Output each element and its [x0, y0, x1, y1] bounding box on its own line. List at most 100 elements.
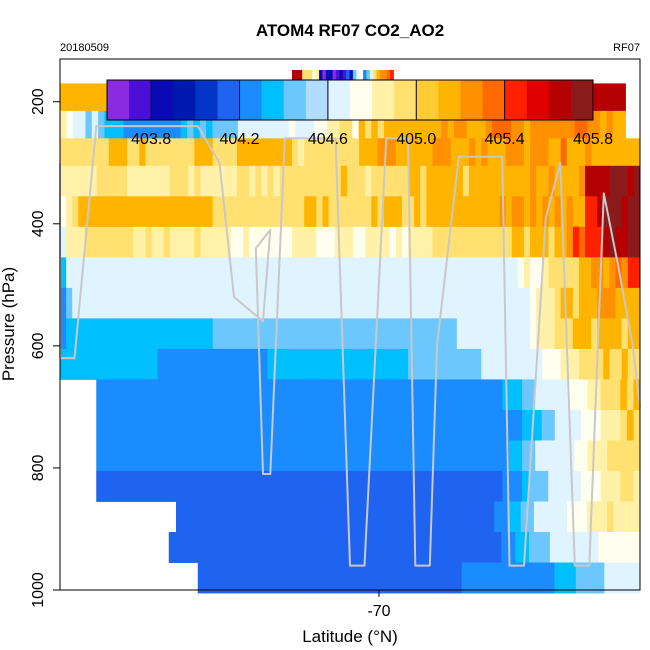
heatmap-cell-4-93 [627, 196, 635, 228]
heatmap-cell-1-85 [600, 110, 607, 142]
heatmap-cell-10-36 [332, 379, 340, 411]
heatmap-cell-11-75 [587, 409, 595, 441]
heatmap-cell-7-55 [395, 287, 403, 319]
heatmap-cell-7-58 [414, 287, 421, 319]
heatmap-cell-8-87 [591, 318, 598, 350]
heatmap-cell-2-57 [408, 138, 415, 170]
heatmap-cell-12-43 [377, 440, 385, 472]
heatmap-cell-5-89 [603, 226, 610, 258]
heatmap-cell-8-84 [572, 318, 580, 350]
heatmap-cell-16-28 [397, 562, 406, 594]
heatmap-cell-5-54 [389, 226, 397, 258]
heatmap-cell-16-29 [404, 562, 413, 594]
heatmap-cell-9-27 [224, 348, 232, 380]
heatmap-cell-11-10 [161, 409, 169, 441]
heatmap-cell-4-40 [304, 196, 311, 228]
heatmap-cell-11-18 [214, 409, 222, 441]
heatmap-cell-14-11 [248, 501, 256, 533]
heatmap-cell-3-57 [408, 165, 415, 197]
heatmap-cell-3-50 [365, 165, 372, 197]
heatmap-cell-8-76 [524, 318, 531, 350]
heatmap-cell-2-18 [169, 138, 177, 170]
heatmap-cell-6-51 [371, 257, 378, 289]
heatmap-cell-3-47 [346, 165, 354, 197]
heatmap-cell-3-40 [304, 165, 311, 197]
heatmap-cell-7-22 [194, 287, 201, 319]
heatmap-cell-8-48 [353, 318, 360, 350]
heatmap-cell-5-10 [121, 226, 128, 258]
heatmap-cell-7-82 [560, 287, 568, 319]
heatmap-cell-16-53 [575, 562, 584, 594]
flight-id-label: RF07 [613, 42, 640, 54]
heatmap-cell-13-71 [561, 470, 569, 502]
heatmap-cell-14-45 [474, 501, 482, 533]
heatmap-cell-4-94 [633, 196, 641, 228]
heatmap-cell-10-13 [181, 379, 189, 411]
heatmap-cell-11-6 [135, 409, 143, 441]
heatmap-cell-12-34 [318, 440, 326, 472]
heatmap-cell-8-2 [72, 318, 79, 350]
heatmap-cell-10-39 [351, 379, 359, 411]
heatmap-cell-5-1 [66, 226, 73, 258]
heatmap-cell-16-56 [597, 562, 605, 594]
heatmap-cell-15-38 [432, 532, 440, 563]
heatmap-cell-8-85 [578, 318, 586, 350]
heatmap-cell-4-37 [285, 196, 293, 228]
heatmap-cell-16-51 [561, 562, 570, 594]
heatmap-cell-13-32 [305, 470, 313, 502]
heatmap-cell-6-92 [621, 257, 629, 289]
heatmap-cell-4-30 [243, 196, 250, 228]
colorbar: 403.8 404.2 404.6 405.0 405.4 405.8 [106, 79, 613, 148]
heatmap-cell-15-63 [605, 532, 613, 563]
heatmap-cell-14-19 [301, 501, 309, 533]
heatmap-cell-0-85 [600, 83, 607, 115]
heatmap-cell-14-16 [282, 501, 290, 533]
heatmap-cell-13-79 [613, 470, 621, 502]
heatmap-cell-12-81 [626, 440, 634, 472]
heatmap-cell-14-60 [573, 501, 581, 533]
heatmap-cell-13-66 [528, 470, 536, 502]
heatmap-cell-4-80 [548, 196, 555, 228]
heatmap-cell-2-14 [145, 138, 152, 170]
heatmap-cell-3-67 [469, 165, 476, 197]
heatmap-cell-16-14 [297, 562, 306, 594]
heatmap-cell-6-52 [377, 257, 384, 289]
heatmap-cell-16-30 [411, 562, 420, 594]
heatmap-cell-13-54 [450, 470, 457, 502]
heatmap-cell-4-46 [340, 196, 348, 228]
heatmap-cell-15-45 [480, 532, 488, 563]
heatmap-cell-5-39 [298, 226, 305, 258]
heatmap-cell-5-44 [328, 226, 336, 258]
heatmap-cell-13-62 [502, 470, 510, 502]
heatmap-cell-9-93 [627, 348, 635, 380]
heatmap-cell-4-15 [151, 196, 159, 228]
heatmap-cell-9-1 [66, 348, 73, 380]
heatmap-cell-6-2 [72, 257, 79, 289]
heatmap-cell-8-14 [145, 318, 152, 350]
heatmap-cell-5-47 [346, 226, 354, 258]
heatmap-cell-1-36 [288, 110, 296, 142]
heatmap-cell-2-86 [585, 138, 592, 170]
heatmap-cell-11-49 [417, 409, 425, 441]
heatmap-cell-9-79 [542, 348, 549, 380]
heatmap-cell-8-12 [133, 318, 140, 350]
heatmap-cell-9-25 [212, 348, 220, 380]
heatmap-cell-14-23 [328, 501, 336, 533]
heatmap-cell-1-55 [409, 110, 417, 142]
heatmap-cell-12-8 [148, 440, 156, 472]
heatmap-cell-6-30 [243, 257, 250, 289]
heatmap-cell-6-27 [224, 257, 232, 289]
heatmap-cell-14-7 [222, 501, 230, 533]
heatmap-cell-5-19 [176, 226, 183, 258]
heatmap-cell-10-26 [266, 379, 274, 411]
heatmap-cell-3-6 [96, 165, 104, 197]
heatmap-cell-16-40 [483, 562, 491, 594]
heatmap-cell-5-73 [505, 226, 513, 258]
heatmap-cell-7-75 [517, 287, 525, 319]
heatmap-cell-12-40 [358, 440, 366, 472]
heatmap-cell-14-36 [414, 501, 422, 533]
heatmap-cell-1-25 [218, 110, 226, 142]
heatmap-cell-2-91 [615, 138, 623, 170]
heatmap-cell-6-72 [499, 257, 507, 289]
colorbar-swatches [107, 80, 594, 120]
